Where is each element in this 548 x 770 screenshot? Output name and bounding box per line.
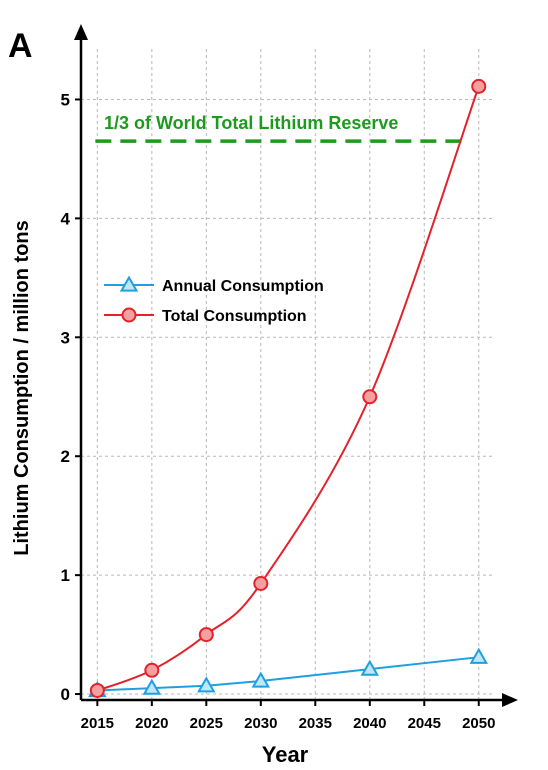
x-tick-label: 2025 — [190, 715, 223, 732]
panel-label: A — [8, 27, 33, 65]
x-axis-label: Year — [262, 742, 309, 767]
y-tick-label: 5 — [61, 90, 70, 109]
reference-line-group: 1/3 of World Total Lithium Reserve — [95, 113, 463, 143]
data-point — [253, 575, 269, 591]
grid — [81, 48, 492, 700]
data-point — [251, 671, 271, 688]
data-point — [362, 389, 378, 405]
y-tick-label: 4 — [61, 209, 71, 228]
x-tick-label: 2020 — [135, 715, 168, 732]
legend-label: Annual Consumption — [162, 278, 324, 295]
x-tick-label: 2035 — [299, 715, 332, 732]
data-point — [89, 682, 105, 698]
y-tick-label: 2 — [61, 447, 70, 466]
series-line — [96, 86, 480, 692]
x-tick-label: 2015 — [81, 715, 114, 732]
x-axis-arrow — [502, 693, 518, 707]
x-tick-label: 2030 — [244, 715, 277, 732]
series-group — [88, 78, 488, 698]
data-point — [198, 627, 214, 643]
data-point — [471, 78, 487, 94]
reference-line-label: 1/3 of World Total Lithium Reserve — [104, 113, 398, 133]
x-tick-label: 2045 — [408, 715, 441, 732]
data-point — [469, 647, 488, 664]
x-tick-label: 2050 — [462, 715, 495, 732]
legend-marker — [121, 307, 137, 323]
data-point — [197, 676, 216, 693]
legend: Annual Consumption Total Consumption — [104, 275, 324, 325]
y-tick-label: 0 — [61, 685, 70, 704]
y-tick-label: 1 — [61, 566, 70, 585]
series-total-consumption — [89, 78, 487, 698]
data-point — [144, 662, 160, 678]
legend-marker — [119, 275, 139, 292]
tick-labels: 2015 2020 2025 2030 2035 2040 2045 2050 0 1 2 3 4 5 — [61, 90, 496, 732]
y-axis-label: Lithium Consumption / million tons — [11, 220, 33, 556]
series-line — [97, 656, 479, 692]
y-axis-arrow — [74, 24, 88, 40]
data-point — [142, 678, 162, 695]
x-tick-label: 2040 — [353, 715, 386, 732]
legend-label: Total Consumption — [162, 308, 307, 325]
y-tick-label: 3 — [61, 328, 70, 347]
data-point — [360, 659, 380, 676]
